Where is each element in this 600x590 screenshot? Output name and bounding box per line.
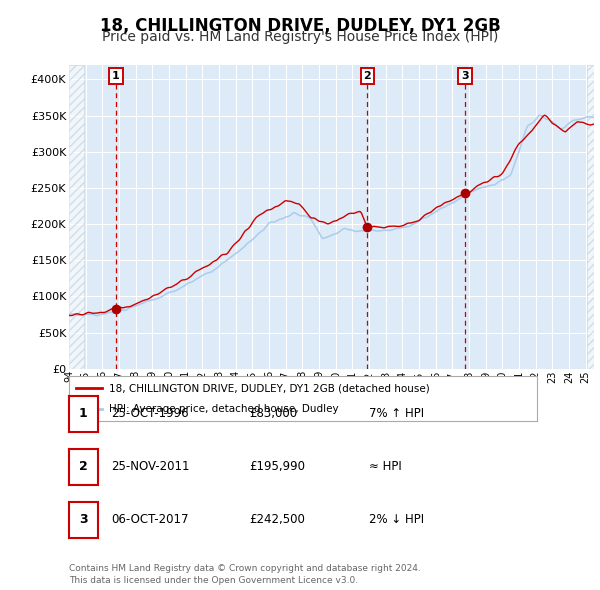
Text: HPI: Average price, detached house, Dudley: HPI: Average price, detached house, Dudl…: [109, 404, 338, 414]
Text: 2% ↓ HPI: 2% ↓ HPI: [369, 513, 424, 526]
Text: £83,000: £83,000: [249, 407, 297, 420]
Text: 25-NOV-2011: 25-NOV-2011: [111, 460, 190, 473]
Text: ≈ HPI: ≈ HPI: [369, 460, 402, 473]
Text: 2: 2: [364, 71, 371, 81]
Text: 1: 1: [112, 71, 120, 81]
Text: 1: 1: [79, 407, 88, 420]
Text: 18, CHILLINGTON DRIVE, DUDLEY, DY1 2GB: 18, CHILLINGTON DRIVE, DUDLEY, DY1 2GB: [100, 17, 500, 35]
Text: 2: 2: [79, 460, 88, 473]
Text: 7% ↑ HPI: 7% ↑ HPI: [369, 407, 424, 420]
Text: 18, CHILLINGTON DRIVE, DUDLEY, DY1 2GB (detached house): 18, CHILLINGTON DRIVE, DUDLEY, DY1 2GB (…: [109, 384, 430, 394]
Text: Price paid vs. HM Land Registry's House Price Index (HPI): Price paid vs. HM Land Registry's House …: [102, 30, 498, 44]
Text: 06-OCT-2017: 06-OCT-2017: [111, 513, 188, 526]
Text: 3: 3: [461, 71, 469, 81]
Text: 3: 3: [79, 513, 88, 526]
Text: £242,500: £242,500: [249, 513, 305, 526]
Text: £195,990: £195,990: [249, 460, 305, 473]
Text: Contains HM Land Registry data © Crown copyright and database right 2024.
This d: Contains HM Land Registry data © Crown c…: [69, 565, 421, 585]
Text: 25-OCT-1996: 25-OCT-1996: [111, 407, 188, 420]
